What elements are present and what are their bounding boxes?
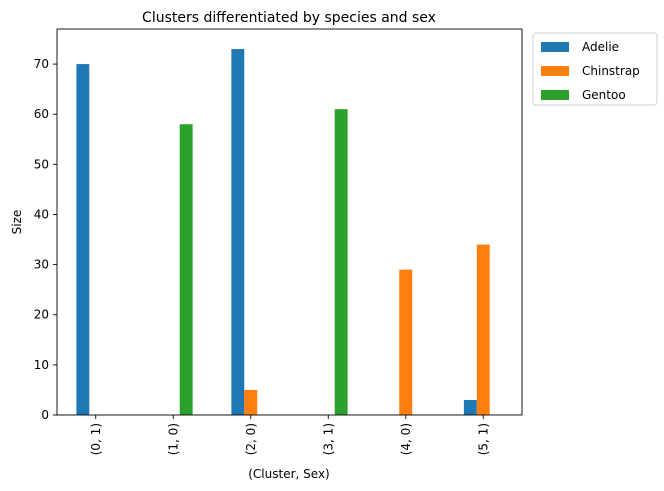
chart-title: Clusters differentiated by species and s…	[142, 10, 436, 26]
bar-gentoo-1	[179, 124, 193, 415]
x-tick-label: (5, 1)	[476, 423, 490, 455]
x-tick-label: (3, 1)	[321, 423, 335, 455]
y-axis-label: Size	[10, 210, 24, 235]
plot-area-frame	[56, 28, 523, 416]
y-tick-label: 20	[34, 308, 49, 322]
legend-swatch-gentoo	[541, 90, 569, 100]
y-tick-label: 10	[34, 358, 49, 372]
bar-chinstrap-4	[399, 269, 413, 415]
y-tick-label: 30	[34, 258, 49, 272]
y-tick-label: 70	[34, 57, 49, 71]
bar-gentoo-3	[334, 109, 348, 415]
x-ticks: (0, 1) (1, 0) (2, 0) (3, 1) (4, 0) (5, 1)	[89, 415, 490, 455]
legend-label-adelie: Adelie	[582, 40, 619, 54]
legend: Adelie Chinstrap Gentoo	[532, 32, 658, 106]
legend-label-gentoo: Gentoo	[582, 88, 626, 102]
bar-chinstrap-5	[476, 244, 490, 415]
y-tick-label: 40	[34, 207, 49, 221]
bar-adelie-5	[463, 399, 477, 415]
y-ticks: 0 10 20 30 40 50 60 70	[34, 57, 57, 422]
y-tick-label: 50	[34, 157, 49, 171]
x-tick-label: (4, 0)	[399, 423, 413, 455]
bar-adelie-2	[231, 49, 245, 416]
bar-adelie-0	[76, 64, 90, 415]
x-tick-label: (1, 0)	[166, 423, 180, 455]
x-tick-label: (0, 1)	[89, 423, 103, 455]
x-tick-label: (2, 0)	[244, 423, 258, 455]
legend-swatch-adelie	[541, 42, 569, 52]
x-axis-label: (Cluster, Sex)	[248, 467, 329, 481]
legend-label-chinstrap: Chinstrap	[582, 64, 640, 78]
bars-group	[76, 49, 490, 416]
y-tick-label: 60	[34, 107, 49, 121]
y-tick-label: 0	[41, 408, 49, 422]
legend-swatch-chinstrap	[541, 66, 569, 76]
bar-chinstrap-2	[244, 389, 258, 415]
